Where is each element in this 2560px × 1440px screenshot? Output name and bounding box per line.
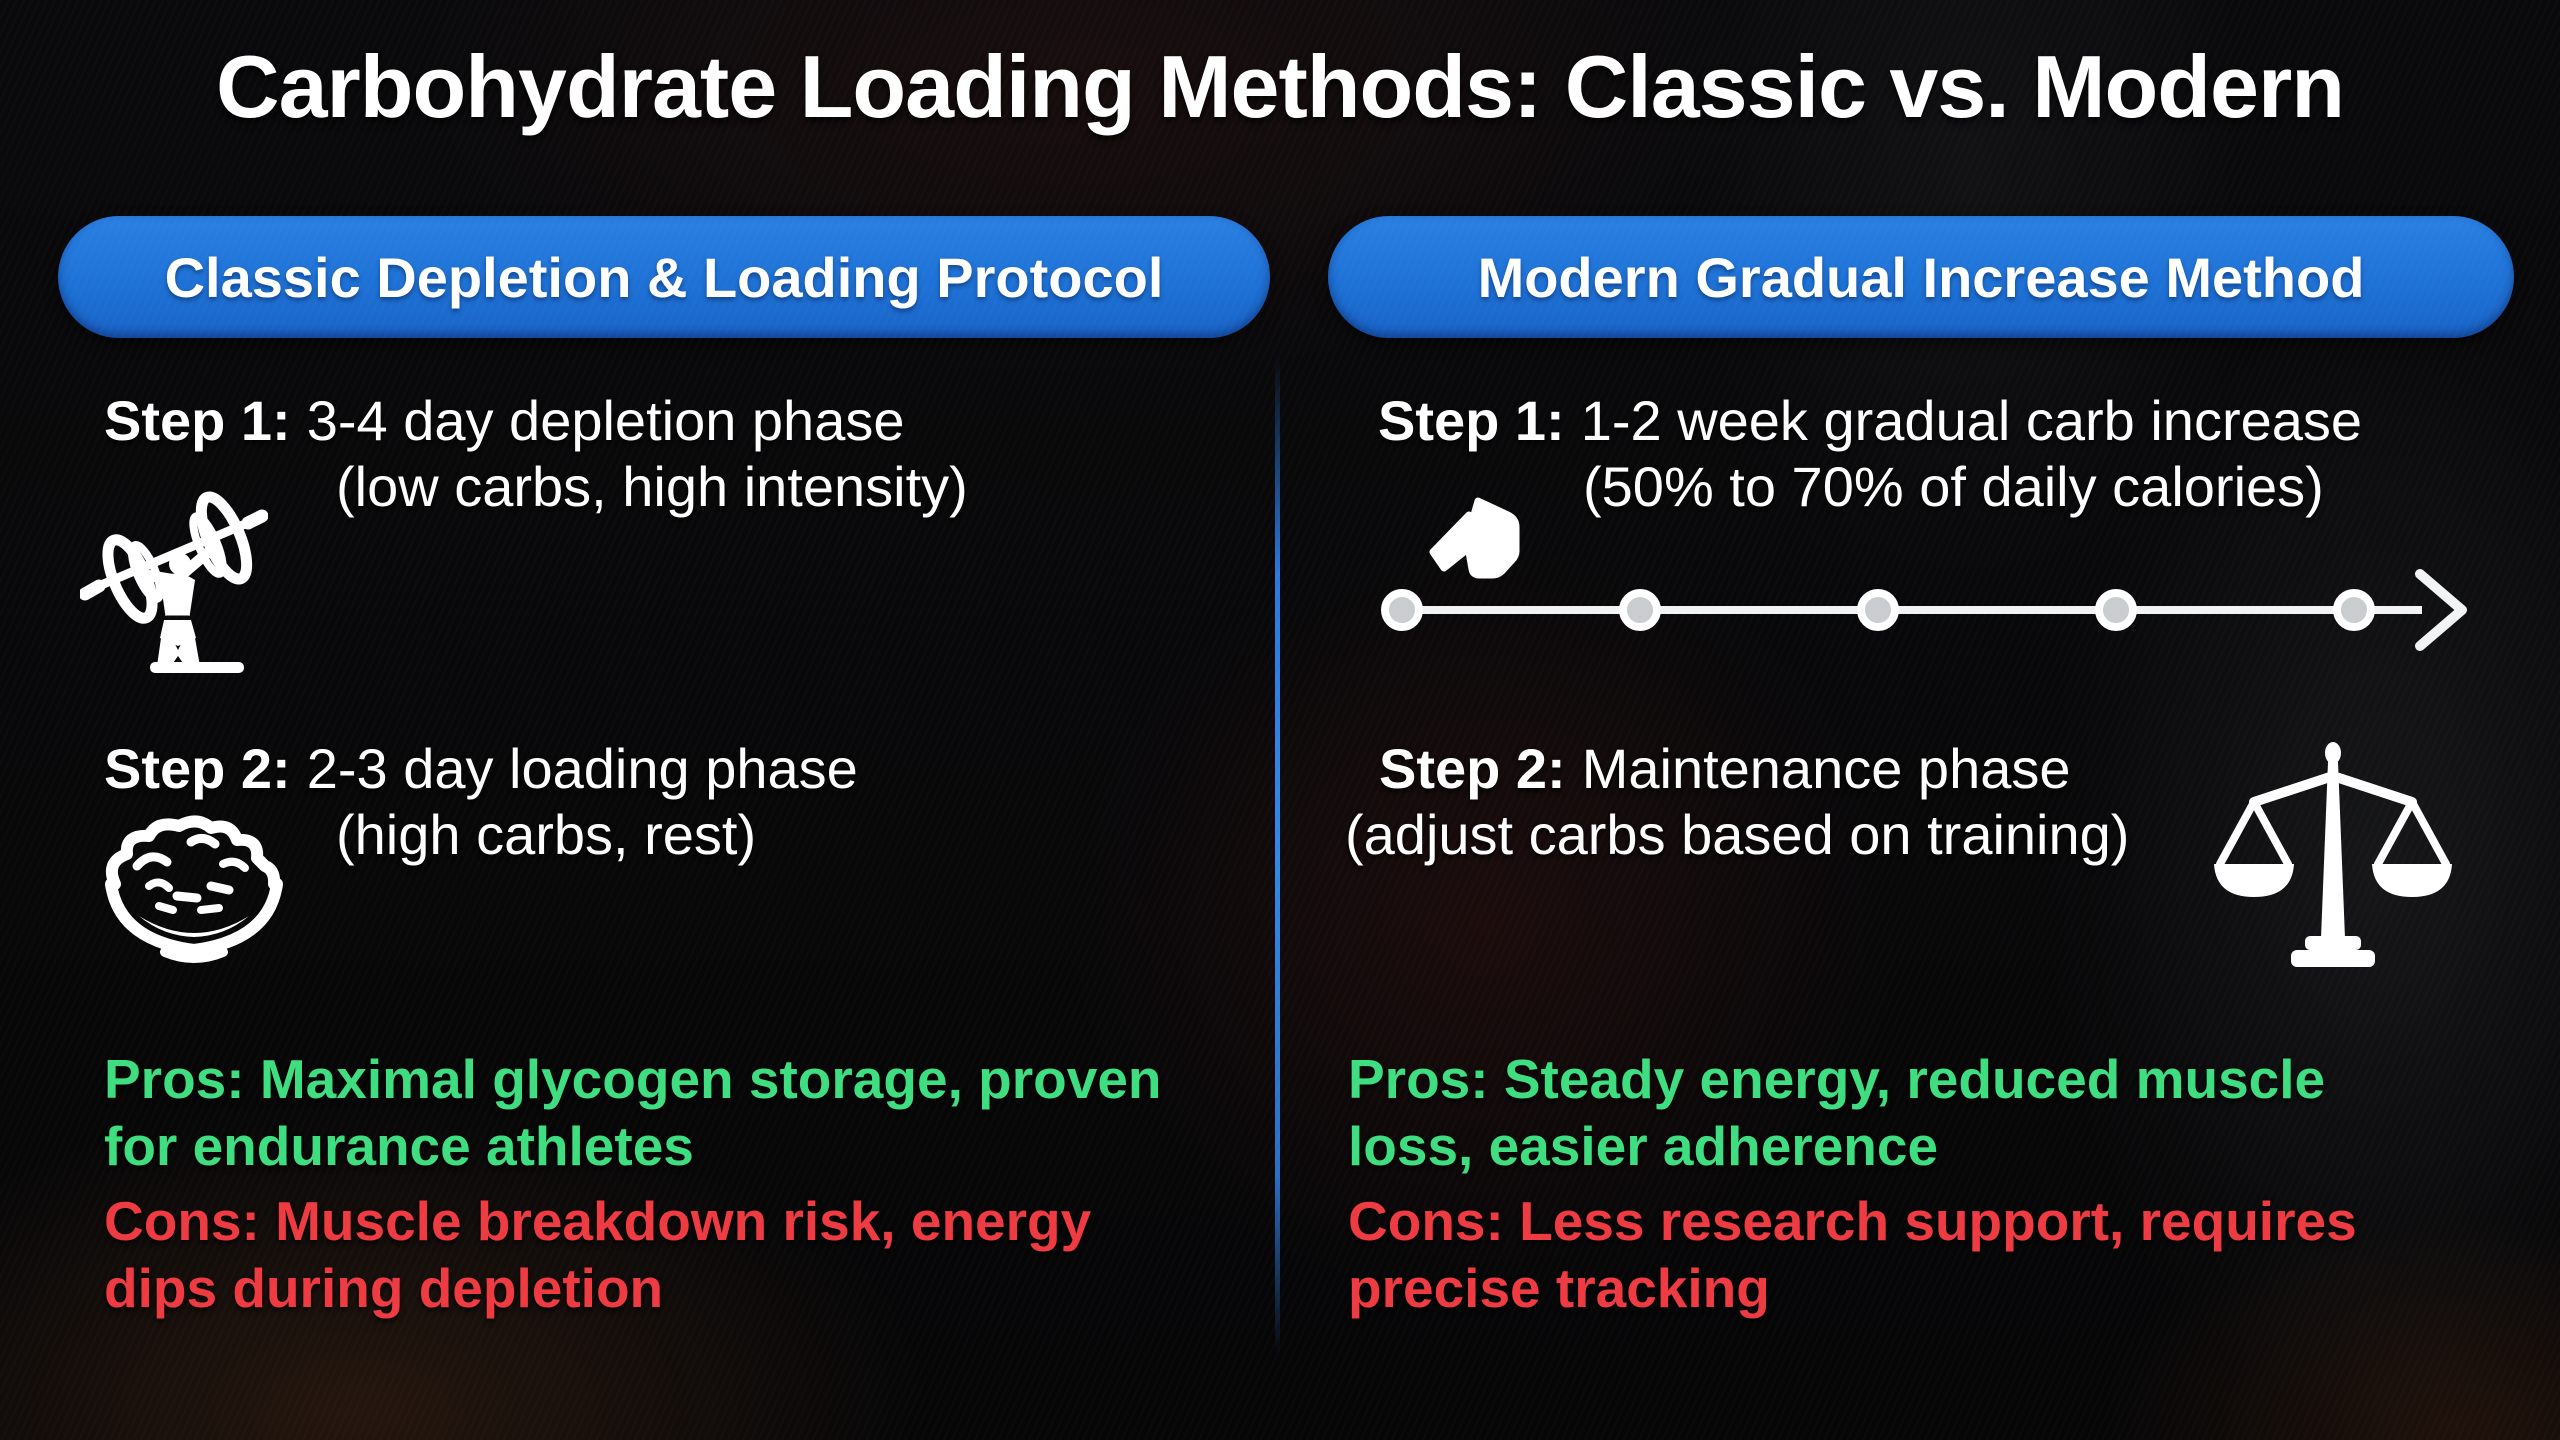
step-label: Step 1: [104,389,291,452]
right-step-2-line: Step 2: Maintenance phase [1379,736,2129,802]
right-step-1-line: Step 1: 1-2 week gradual carb increase [1378,388,2362,454]
step-text: 1-2 week gradual carb increase [1580,389,2363,452]
step-subtext: (adjust carbs based on training) [1345,803,2130,866]
left-step-1-line: Step 1: 3-4 day depletion phase [104,388,968,454]
left-pros-text: Pros: Maximal glycogen storage, proven f… [104,1048,1162,1177]
step-text: Maintenance phase [1581,737,2071,800]
right-column-header: Modern Gradual Increase Method [1328,216,2514,338]
left-cons-text: Cons: Muscle breakdown risk, energy dips… [104,1190,1092,1319]
left-step-2-line: Step 2: 2-3 day loading phase [104,736,858,802]
progress-timeline-arrow-icon [1380,558,2480,662]
right-step-2: Step 2: Maintenance phase (adjust carbs b… [1345,736,2129,868]
right-pros-text: Pros: Steady energy, reduced muscle loss… [1348,1048,2326,1177]
left-column-header: Classic Depletion & Loading Protocol [58,216,1270,338]
column-divider [1275,356,1280,1354]
step-label: Step 1: [1378,389,1565,452]
step-label: Step 2: [1379,737,1566,800]
left-step-2: Step 2: 2-3 day loading phase (high carbs… [104,736,858,868]
balance-scale-icon [2204,740,2462,972]
bread-slice-icon [1427,494,1529,582]
left-step-1: Step 1: 3-4 day depletion phase (low carb… [104,388,968,520]
step-subtext: (low carbs, high intensity) [336,455,968,518]
right-step-1: Step 1: 1-2 week gradual carb increase (5… [1378,388,2362,520]
step-subtext: (50% to 70% of daily calories) [1583,455,2324,518]
right-cons-text: Cons: Less research support, requires pr… [1348,1190,2357,1319]
weightlifter-icon [80,478,268,674]
step-label: Step 2: [104,737,291,800]
step-subtext: (high carbs, rest) [336,803,757,866]
food-bowl-icon [103,812,285,964]
step-text: 3-4 day depletion phase [306,389,905,452]
step-text: 2-3 day loading phase [306,737,858,800]
page-title: Carbohydrate Loading Methods: Classic vs… [216,37,2345,136]
